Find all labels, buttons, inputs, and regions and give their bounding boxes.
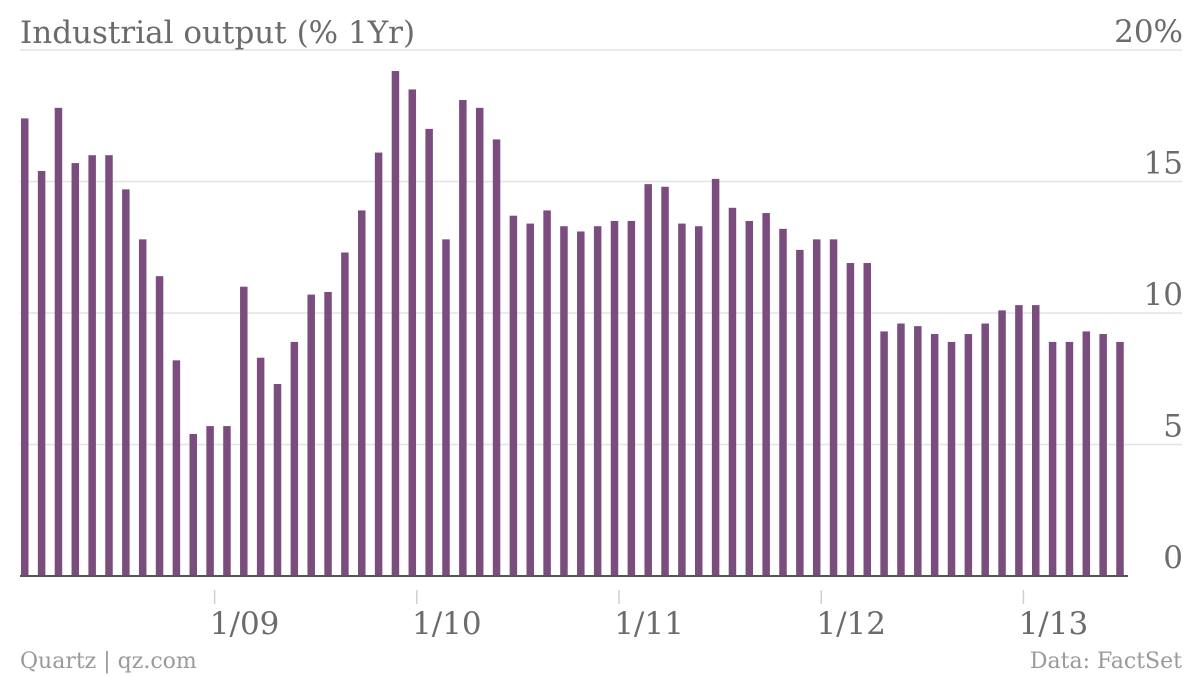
bar: [223, 426, 231, 576]
bar: [189, 433, 197, 576]
bar: [998, 310, 1006, 576]
chart-title: Industrial output (% 1Yr): [20, 15, 415, 51]
bar: [442, 239, 450, 577]
bar: [1082, 331, 1091, 576]
y-tick-label: 5: [1163, 409, 1183, 445]
y-axis: 0 5 10 15 20%: [1114, 14, 1183, 576]
bar: [21, 118, 29, 576]
bar: [1048, 341, 1057, 576]
bar: [459, 99, 467, 576]
x-axis: 1/09 1/10 1/11 1/12 1/13: [210, 590, 1088, 642]
bar: [492, 139, 501, 577]
bar: [341, 252, 349, 576]
bar: [509, 215, 518, 576]
y-tick-label: 10: [1144, 277, 1183, 313]
bar: [812, 239, 821, 577]
bar: [1116, 341, 1124, 576]
bar: [240, 286, 248, 576]
bar: [762, 213, 770, 576]
bar: [1032, 305, 1040, 576]
x-tick-label: 1/11: [614, 606, 684, 642]
bar: [745, 220, 754, 576]
bar: [610, 220, 619, 576]
bar: [155, 276, 164, 576]
bar: [358, 210, 366, 576]
bar: [391, 71, 400, 576]
bar: [290, 341, 299, 576]
y-tick-label: 15: [1144, 146, 1183, 182]
bar: [122, 189, 130, 576]
bar: [796, 249, 804, 576]
bar: [661, 186, 669, 576]
y-tick-label: 20%: [1114, 14, 1183, 50]
x-tick-label: 1/12: [816, 606, 886, 642]
bar: [930, 334, 939, 576]
bar: [475, 107, 484, 577]
bar: [728, 207, 737, 577]
bar: [273, 384, 282, 576]
bar: [408, 89, 417, 576]
bar: [324, 291, 332, 576]
bar: [947, 341, 956, 576]
bars: [21, 71, 1124, 577]
bar: [829, 239, 838, 577]
bar: [543, 210, 551, 576]
x-tick-label: 1/10: [412, 606, 482, 642]
bar: [526, 223, 534, 576]
bar: [206, 426, 214, 576]
bar: [644, 184, 652, 576]
bar: [711, 178, 720, 576]
bar: [256, 357, 265, 576]
bar: [577, 231, 585, 576]
bar: [863, 263, 871, 576]
bar: [914, 326, 922, 576]
bar: [880, 331, 888, 576]
bar: [1099, 334, 1107, 576]
bar: [138, 239, 147, 577]
bar: [964, 334, 973, 576]
bar: [678, 223, 686, 576]
bar: [593, 226, 602, 576]
bar: [779, 228, 787, 576]
bar: [105, 155, 113, 576]
source-right: Data: FactSet: [1030, 649, 1182, 674]
bar: [846, 263, 855, 576]
bar: [54, 107, 63, 577]
bar: [981, 323, 989, 576]
bar: [425, 128, 433, 576]
bar: [897, 323, 905, 576]
bar: [37, 170, 46, 577]
x-tick-label: 1/13: [1019, 606, 1089, 642]
bar: [307, 294, 315, 576]
bar: [71, 163, 80, 576]
bar: [88, 155, 96, 576]
bar: [374, 152, 383, 576]
bar: [1065, 341, 1074, 576]
bar: [560, 226, 568, 576]
bar: [695, 226, 703, 576]
y-tick-label: 0: [1163, 540, 1183, 576]
x-tick-label: 1/09: [210, 606, 280, 642]
source-left: Quartz | qz.com: [20, 649, 197, 674]
bar: [1015, 305, 1023, 576]
bar: [172, 360, 181, 576]
bar: [627, 220, 636, 576]
